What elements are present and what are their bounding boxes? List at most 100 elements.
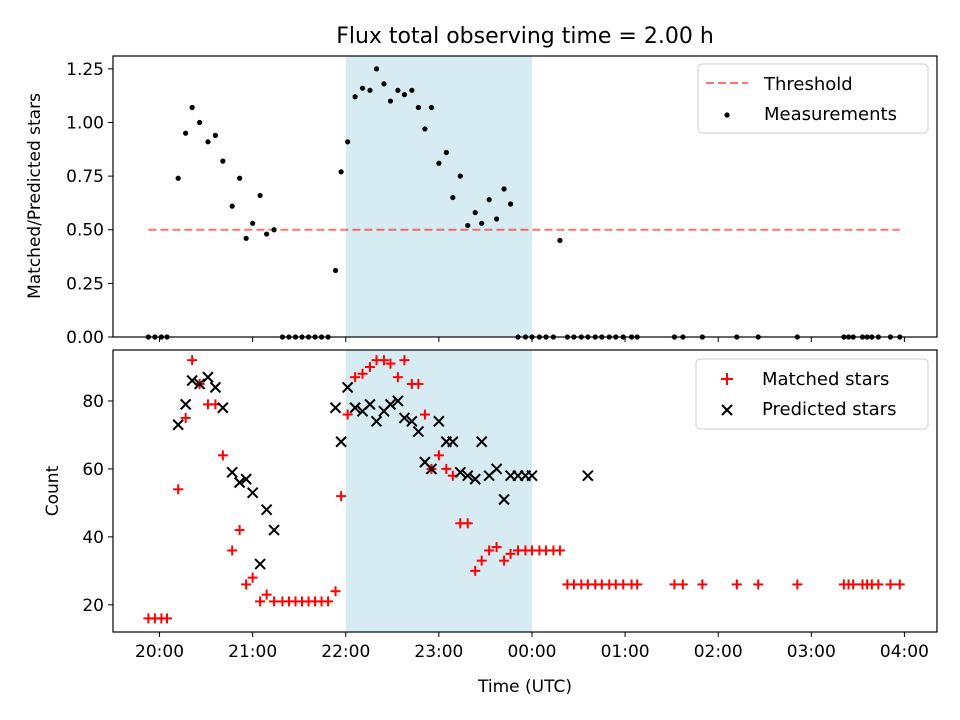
measurement-point — [501, 186, 507, 192]
matched-star-point — [894, 579, 905, 590]
predicted-star-point — [240, 473, 252, 485]
predicted-star-point — [217, 402, 229, 414]
measurement-point — [395, 87, 401, 93]
predicted-star-point — [398, 412, 411, 424]
predicted-star-point — [406, 415, 418, 428]
matched-star-point — [234, 525, 245, 536]
predicted-star-point — [469, 473, 481, 485]
x-tick-label: 00:00 — [507, 642, 556, 662]
matched-star-point — [269, 596, 280, 607]
top-shaded-region — [345, 56, 532, 337]
top-y-tick-label: 0.75 — [66, 167, 104, 187]
x-axis-label: Time (UTC) — [477, 677, 572, 697]
predicted-star-point — [349, 402, 361, 414]
measurement-point — [250, 220, 256, 226]
matched-star-point — [484, 545, 495, 556]
predicted-star-point — [384, 398, 397, 411]
predicted-star-point — [246, 486, 259, 499]
predicted-star-point — [209, 381, 222, 394]
top-y-axis-label: Matched/Predicted stars — [25, 93, 45, 299]
measurement-point — [401, 92, 408, 98]
matched-star-point — [227, 545, 238, 556]
top-panel: 0.00 0.25 0.50 0.75 1.00 1.25 Matched/Predict… — [25, 55, 938, 348]
measurement-point — [257, 192, 263, 199]
measurement-point — [338, 169, 344, 175]
x-tick-label: 02:00 — [694, 642, 743, 662]
bottom-y-ticks: 20 40 60 80 — [82, 392, 113, 616]
predicted-star-point — [425, 463, 438, 475]
predicted-star-point — [268, 524, 280, 536]
predicted-star-point — [370, 415, 383, 428]
predicted-star-point — [475, 436, 488, 448]
measurement-point — [243, 235, 249, 241]
matched-star-point — [731, 579, 742, 590]
measurement-point — [373, 66, 380, 72]
predicted-star-point — [202, 371, 214, 383]
x-tick-label: 20:00 — [135, 642, 184, 662]
predicted-star-point — [260, 503, 273, 516]
top-y-tick-label: 0.00 — [66, 328, 104, 348]
bottom-series — [143, 355, 905, 624]
matched-star-point — [323, 596, 334, 607]
matched-star-point — [632, 579, 643, 590]
matched-star-point — [350, 372, 361, 383]
measurement-point — [494, 216, 500, 222]
measurement-point — [415, 104, 421, 111]
bottom-y-tick-label: 80 — [82, 392, 104, 412]
matched-star-point — [342, 409, 353, 420]
bottom-panel: 20 40 60 80 20:00 21:00 22:00 23:00 00:00 01:00 0… — [43, 349, 938, 697]
predicted-legend-swatch — [721, 404, 733, 416]
matched-star-point — [677, 579, 688, 590]
matched-star-point — [217, 450, 228, 461]
x-tick-label: 21:00 — [228, 642, 277, 662]
bottom-y-tick-label: 60 — [82, 460, 104, 480]
predicted-star-point — [364, 398, 376, 411]
bottom-y-tick-label: 20 — [82, 596, 104, 616]
predicted-star-point — [341, 381, 354, 394]
predicted-star-point — [412, 425, 425, 438]
x-tick-label: 23:00 — [414, 642, 463, 662]
matched-star-point — [336, 491, 347, 502]
matched-star-point — [499, 555, 510, 566]
measurement-point — [220, 158, 226, 164]
measurement-point — [443, 149, 449, 156]
matched-star-point — [173, 484, 184, 495]
measurement-point — [472, 209, 478, 216]
predicted-star-point — [447, 436, 459, 448]
top-y-ticks: 0.00 0.25 0.50 0.75 1.00 1.25 — [66, 60, 113, 348]
measurement-point — [507, 201, 514, 207]
threshold-legend-label: Threshold — [763, 74, 853, 95]
measurement-point — [486, 197, 492, 203]
measurement-point — [175, 175, 181, 181]
bottom-legend-box — [695, 358, 929, 430]
matched-star-point — [247, 572, 258, 583]
measurement-point — [332, 267, 339, 274]
predicted-star-point — [186, 374, 198, 387]
matched-star-point — [419, 409, 430, 420]
predicted-star-point — [462, 470, 474, 482]
matched-star-point — [470, 565, 481, 576]
matched-star-point — [554, 545, 565, 556]
x-tick-label: 01:00 — [601, 642, 650, 662]
matched-star-point — [476, 555, 487, 566]
predicted-star-point — [335, 436, 347, 448]
matched-star-point — [364, 361, 375, 372]
top-y-tick-label: 0.50 — [66, 221, 104, 241]
predicted-star-point — [233, 476, 246, 489]
matched-star-point — [505, 548, 516, 559]
measurement-point — [229, 203, 235, 209]
top-y-tick-label: 1.00 — [66, 113, 104, 133]
bottom-y-axis-label: Count — [43, 465, 63, 516]
matched-legend-label: Matched stars — [762, 369, 889, 390]
matched-star-point — [873, 579, 884, 590]
matched-star-point — [187, 355, 198, 366]
top-y-tick-label: 0.25 — [66, 274, 104, 294]
matched-star-point — [261, 589, 272, 600]
measurement-point — [436, 160, 442, 166]
matched-star-point — [441, 463, 452, 474]
measurement-point — [264, 231, 270, 237]
matched-star-point — [885, 579, 896, 590]
matched-star-point — [241, 579, 252, 590]
measurement-point — [465, 222, 471, 229]
measurement-point — [381, 81, 387, 87]
